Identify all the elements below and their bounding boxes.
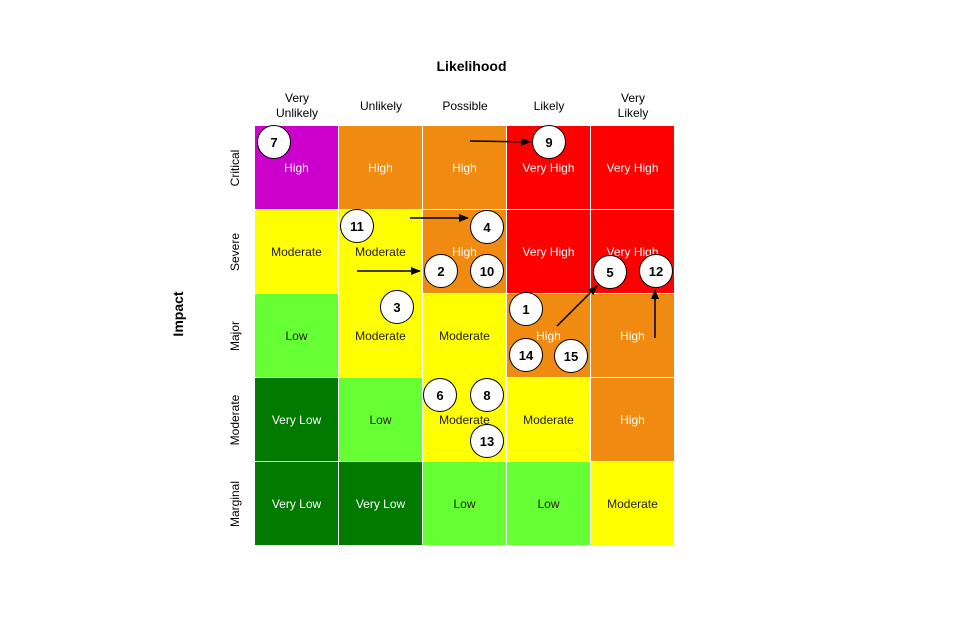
matrix-cell: High <box>339 126 422 209</box>
risk-marker: 9 <box>532 125 566 159</box>
matrix-cell: Very High <box>507 210 590 293</box>
risk-marker: 1 <box>509 292 543 326</box>
risk-marker: 10 <box>470 254 504 288</box>
risk-marker: 4 <box>470 210 504 244</box>
matrix-cell: Moderate <box>507 378 590 461</box>
matrix-cell: Low <box>423 462 506 545</box>
matrix-cell: Low <box>255 294 338 377</box>
risk-marker: 12 <box>639 254 673 288</box>
matrix-cell: High <box>591 294 674 377</box>
matrix-cell: Moderate <box>423 294 506 377</box>
likelihood-header: Unlikely <box>359 98 402 113</box>
risk-marker: 2 <box>424 254 458 288</box>
risk-marker: 8 <box>470 378 504 412</box>
risk-marker: 5 <box>593 255 627 289</box>
risk-marker: 6 <box>423 378 457 412</box>
likelihood-title: Likelihood <box>436 58 507 74</box>
arrow-to-risk-5 <box>556 285 598 327</box>
matrix-cell: Very Low <box>255 462 338 545</box>
matrix-cell: Moderate <box>255 210 338 293</box>
arrow-to-risk-9 <box>469 137 531 146</box>
likelihood-header: Possible <box>442 98 488 113</box>
risk-marker: 3 <box>380 290 414 324</box>
matrix-cell: Low <box>339 378 422 461</box>
matrix-cell: Moderate <box>339 210 422 293</box>
matrix-cell: Very Low <box>339 462 422 545</box>
matrix-cell: Very High <box>591 126 674 209</box>
matrix-cell: Moderate <box>591 462 674 545</box>
matrix-cell: Very Low <box>255 378 338 461</box>
risk-marker: 13 <box>470 424 504 458</box>
matrix-cell: High <box>423 126 506 209</box>
matrix-cell: High <box>591 378 674 461</box>
risk-marker: 15 <box>554 339 588 373</box>
likelihood-header: Likely <box>533 98 565 113</box>
likelihood-header: Very Likely <box>617 91 649 120</box>
risk-marker: 11 <box>340 209 374 243</box>
matrix-cell: Low <box>507 462 590 545</box>
likelihood-header: Very Unlikely <box>275 91 318 120</box>
risk-marker: 7 <box>257 125 291 159</box>
risk-marker: 14 <box>509 338 543 372</box>
